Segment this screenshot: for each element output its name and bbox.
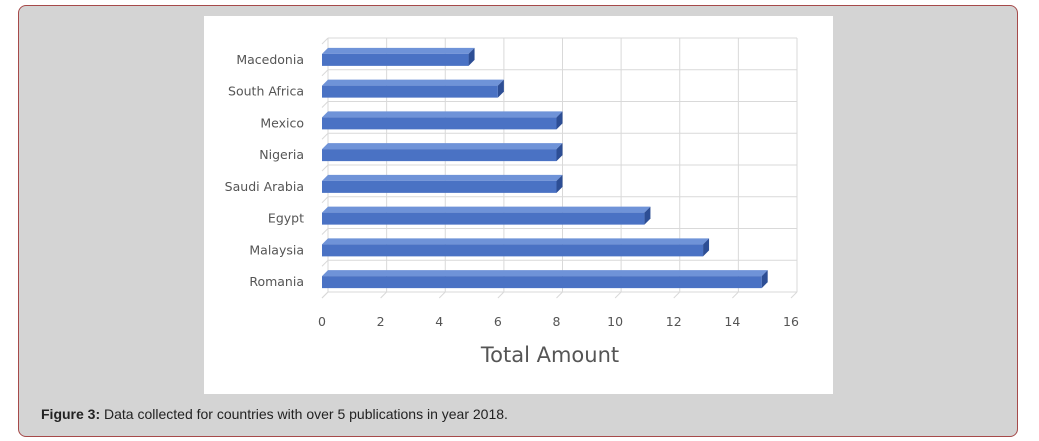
bar-nigeria xyxy=(322,143,563,162)
bar-top-face xyxy=(322,47,475,54)
gridlines xyxy=(321,37,798,299)
bar-front-face xyxy=(322,180,557,193)
caption-text: Data collected for countries with over 5… xyxy=(100,406,508,422)
bar-front-face xyxy=(322,117,557,130)
gridline-floor xyxy=(497,291,505,299)
bar-top-face xyxy=(322,206,651,213)
x-tick-label: 10 xyxy=(607,314,623,329)
bar-side-face xyxy=(556,174,563,193)
category-label: Romania xyxy=(249,274,304,289)
bar-front-face xyxy=(322,53,469,66)
x-tick-label: 4 xyxy=(435,314,443,329)
bar-south-africa xyxy=(322,79,504,98)
bar-front-face xyxy=(322,212,645,225)
bar-side-face xyxy=(556,111,563,130)
x-tick-label: 2 xyxy=(377,314,385,329)
bar-saudi-arabia xyxy=(322,174,563,193)
category-label: Egypt xyxy=(268,211,304,226)
gridline-depth xyxy=(321,37,329,45)
gridline-floor xyxy=(438,291,446,299)
bar-side-face xyxy=(468,47,475,66)
bar-side-face xyxy=(761,270,768,289)
x-tick-label: 0 xyxy=(318,314,326,329)
category-label: Mexico xyxy=(260,115,304,130)
gridline-floor xyxy=(556,291,563,299)
x-tick-label: 14 xyxy=(724,314,740,329)
category-label: Malaysia xyxy=(249,242,304,257)
bar-front-face xyxy=(322,244,704,257)
gridline-depth xyxy=(321,164,329,172)
gridline-depth xyxy=(321,101,329,108)
bar-top-face xyxy=(322,174,563,181)
gridline-depth xyxy=(321,228,329,235)
gridline-floor xyxy=(790,291,798,299)
chart-panel: Macedonia South Africa Mexico Nigeria Saudi … xyxy=(204,16,833,394)
gridline-floor xyxy=(321,291,329,299)
bar-chart: Macedonia South Africa Mexico Nigeria Saudi … xyxy=(225,37,799,367)
bar-malaysia xyxy=(322,238,710,257)
bar-macedonia xyxy=(322,47,475,66)
bar-egypt xyxy=(322,206,651,225)
gridline-depth xyxy=(321,259,329,267)
caption-label: Figure 3: xyxy=(41,406,101,422)
category-label: South Africa xyxy=(228,84,304,99)
bar-front-face xyxy=(322,276,762,289)
category-labels: Macedonia South Africa Mexico Nigeria Saudi … xyxy=(225,52,304,289)
gridline-floor xyxy=(614,291,622,299)
bar-top-face xyxy=(322,238,710,245)
x-tick-label: 12 xyxy=(666,314,682,329)
bar-top-face xyxy=(322,111,563,118)
bar-side-face xyxy=(556,143,563,162)
figure-caption: Figure 3: Data collected for countries w… xyxy=(41,406,508,422)
bar-front-face xyxy=(322,149,557,162)
x-axis-title: Total Amount xyxy=(480,343,619,367)
x-tick-label: 16 xyxy=(783,314,799,329)
bar-side-face xyxy=(644,206,651,225)
x-tick-label: 6 xyxy=(494,314,502,329)
gridline-floor xyxy=(732,291,739,299)
bar-mexico xyxy=(322,111,563,130)
bar-side-face xyxy=(497,79,504,98)
x-tick-label: 8 xyxy=(553,314,561,329)
gridline-floor xyxy=(380,291,387,299)
gridline-depth xyxy=(321,196,329,204)
bars xyxy=(322,47,768,289)
bar-side-face xyxy=(703,238,710,257)
gridline-depth xyxy=(321,69,329,77)
gridline-depth xyxy=(321,132,329,140)
bar-top-face xyxy=(322,79,504,86)
gridline-floor xyxy=(673,291,681,299)
bar-front-face xyxy=(322,85,498,98)
category-label: Nigeria xyxy=(259,147,304,162)
x-tick-labels: 0 2 4 6 8 10 12 14 16 xyxy=(318,314,799,329)
bar-top-face xyxy=(322,143,563,150)
bar-top-face xyxy=(322,270,768,277)
category-label: Saudi Arabia xyxy=(225,179,304,194)
category-label: Macedonia xyxy=(236,52,304,67)
bar-romania xyxy=(322,270,768,289)
